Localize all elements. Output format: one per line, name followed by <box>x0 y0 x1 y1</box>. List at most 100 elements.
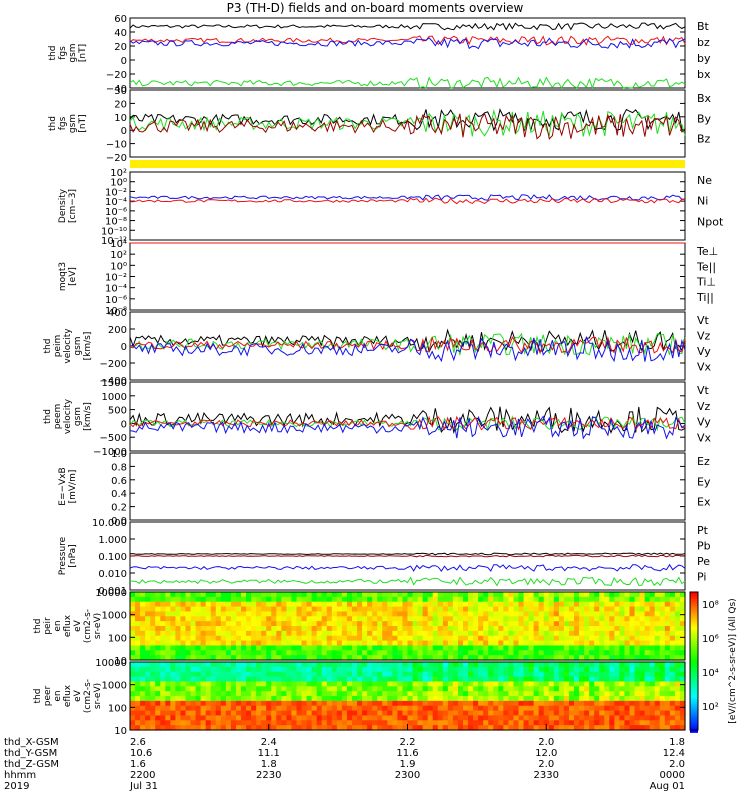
heatmap-cell <box>649 592 656 598</box>
heatmap-cell <box>170 705 177 712</box>
heatmap-cell <box>503 655 510 661</box>
heatmap-cell <box>619 606 626 613</box>
heatmap-cell <box>437 676 444 683</box>
heatmap-cell <box>251 666 257 673</box>
heatmap-cell <box>140 616 146 622</box>
heatmap-cell <box>190 640 197 647</box>
heatmap-cell <box>200 645 207 651</box>
heatmap-cell <box>432 720 439 726</box>
heatmap-cell <box>230 691 237 697</box>
heatmap-cell <box>563 696 570 702</box>
heatmap-cell <box>528 655 535 661</box>
heatmap-cell <box>563 596 570 603</box>
heatmap-cell <box>352 671 358 678</box>
heatmap-cell <box>659 720 666 726</box>
heatmap-cell <box>674 621 681 627</box>
heatmap-cell <box>150 666 156 673</box>
heatmap-cell <box>422 645 429 651</box>
heatmap-cell <box>508 611 515 617</box>
heatmap-cell <box>341 715 348 721</box>
heatmap-cell <box>165 635 171 642</box>
heatmap-cell <box>135 601 141 608</box>
heatmap-cell <box>463 681 469 687</box>
heatmap-cell <box>664 686 671 692</box>
heatmap-cell <box>261 655 267 661</box>
heatmap-cell <box>200 640 207 647</box>
heatmap-cell <box>180 611 187 617</box>
heatmap-cell <box>195 720 202 726</box>
heatmap-cell <box>241 681 247 687</box>
heatmap-cell <box>175 715 182 721</box>
heatmap-cell <box>291 705 298 712</box>
heatmap-cell <box>407 606 414 613</box>
heatmap-cell <box>220 626 227 632</box>
heatmap-cell <box>286 655 293 661</box>
heatmap-cell <box>533 630 540 637</box>
heatmap-cell <box>417 700 424 707</box>
heatmap-cell <box>609 626 615 632</box>
legend-ni: Ni <box>697 195 708 208</box>
heatmap-cell <box>553 616 560 622</box>
heatmap-cell <box>604 601 610 608</box>
heatmap-cell <box>574 645 580 651</box>
heatmap-cell <box>160 635 166 642</box>
heatmap-cell <box>266 611 272 617</box>
heatmap-cell <box>503 650 510 656</box>
heatmap-cell <box>225 681 232 687</box>
heatmap-cell <box>367 635 373 642</box>
heatmap-cell <box>271 626 277 632</box>
heatmap-cell <box>170 686 177 692</box>
heatmap-cell <box>291 720 298 726</box>
heatmap-cell <box>427 592 434 598</box>
heatmap-cell <box>457 635 464 642</box>
heatmap-cell <box>402 715 409 721</box>
heatmap-cell <box>336 662 343 668</box>
heatmap-cell <box>543 720 550 726</box>
heatmap-cell <box>634 710 641 717</box>
heatmap-cell <box>478 666 484 673</box>
heatmap-cell <box>644 630 651 637</box>
heatmap-cell <box>372 616 378 622</box>
heatmap-cell <box>311 710 318 717</box>
heatmap-cell <box>150 645 156 651</box>
heatmap-cell <box>200 630 207 637</box>
heatmap-cell <box>225 671 232 678</box>
heatmap-cell <box>659 686 666 692</box>
heatmap-cell <box>468 691 474 697</box>
heatmap-cell <box>679 691 686 697</box>
heatmap-cell <box>493 710 499 717</box>
heatmap-cell <box>357 725 363 731</box>
heatmap-cell <box>468 725 474 731</box>
heatmap-cell <box>417 592 424 598</box>
heatmap-cell <box>669 621 676 627</box>
heatmap-cell <box>457 592 464 598</box>
heatmap-cell <box>276 640 282 647</box>
heatmap-cell <box>235 596 242 603</box>
heatmap-cell <box>271 725 277 731</box>
heatmap-cell <box>331 630 338 637</box>
heatmap-cell <box>412 626 419 632</box>
heatmap-cell <box>372 662 378 668</box>
heatmap-cell <box>609 696 615 702</box>
heatmap-cell <box>599 715 605 721</box>
heatmap-cell <box>331 635 338 642</box>
heatmap-cell <box>306 700 313 707</box>
heatmap-cell <box>634 606 641 613</box>
heatmap-cell <box>220 715 227 721</box>
heatmap-cell <box>432 630 439 637</box>
heatmap-cell <box>301 666 308 673</box>
heatmap-cell <box>584 710 590 717</box>
heatmap-cell <box>195 725 202 731</box>
heatmap-cell <box>473 676 479 683</box>
heatmap-cell <box>538 671 545 678</box>
heatmap-cell <box>654 611 661 617</box>
heatmap-cell <box>145 592 151 598</box>
heatmap-cell <box>220 676 227 683</box>
heatmap-cell <box>281 671 288 678</box>
heatmap-cell <box>528 715 535 721</box>
heatmap-cell <box>619 630 626 637</box>
heatmap-cell <box>468 626 474 632</box>
heatmap-cell <box>473 616 479 622</box>
heatmap-cell <box>190 676 197 683</box>
heatmap-cell <box>402 686 409 692</box>
